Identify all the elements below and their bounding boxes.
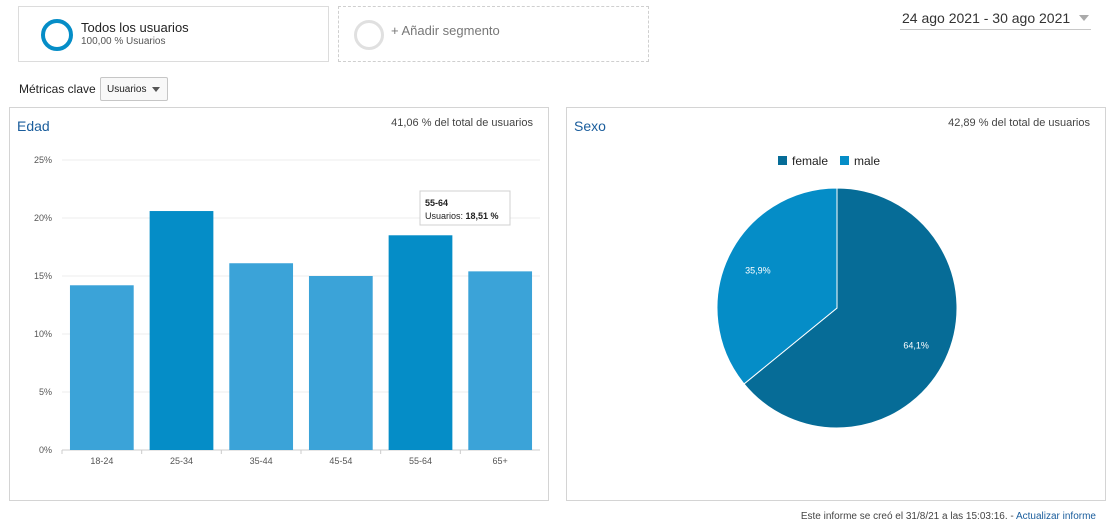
age-pct-of-total: 41,06 % del total de usuarios xyxy=(391,117,533,129)
chevron-down-icon xyxy=(1079,15,1089,21)
gender-pie-chart: female male 64,1% 35,9% xyxy=(716,154,958,429)
add-segment-button[interactable]: + Añadir segmento xyxy=(338,6,649,62)
segment-all-users[interactable]: Todos los usuarios 100,00 % Usuarios xyxy=(18,6,329,62)
y-tick-label: 5% xyxy=(39,387,52,397)
dropdown-caret-icon xyxy=(152,87,160,92)
y-tick-label: 20% xyxy=(34,213,52,223)
pie-value-label: 64,1% xyxy=(903,341,929,351)
segment-name: Todos los usuarios xyxy=(81,20,189,35)
bar-65+[interactable] xyxy=(468,271,533,450)
gender-pct-of-total: 42,89 % del total de usuarios xyxy=(948,117,1090,129)
pie-slice-male[interactable] xyxy=(716,187,838,385)
gender-panel-title[interactable]: Sexo xyxy=(574,118,606,134)
metrics-label: Métricas clave xyxy=(19,82,96,96)
tooltip-value: Usuarios: 18,51 % xyxy=(425,211,499,221)
age-panel-title[interactable]: Edad xyxy=(17,118,50,134)
report-created-text: Este informe se creó el 31/8/21 a las 15… xyxy=(800,511,1016,522)
x-tick-label: 55-64 xyxy=(409,456,432,466)
legend-label-male[interactable]: male xyxy=(854,154,880,168)
metrics-dropdown[interactable]: Usuarios xyxy=(100,77,168,101)
date-range-picker[interactable]: 24 ago 2021 - 30 ago 2021 xyxy=(900,8,1091,30)
tooltip-value-label: 18,51 % xyxy=(466,211,499,221)
bar-45-54[interactable] xyxy=(308,276,373,450)
x-tick-label: 65+ xyxy=(493,456,508,466)
segment-ring-icon xyxy=(41,19,73,51)
bar-35-44[interactable] xyxy=(229,263,294,450)
legend-swatch-female xyxy=(778,156,787,165)
y-tick-label: 10% xyxy=(34,329,52,339)
y-tick-label: 25% xyxy=(34,155,52,165)
legend-swatch-male xyxy=(840,156,849,165)
legend-label-female[interactable]: female xyxy=(792,154,828,168)
bar-55-64[interactable] xyxy=(388,235,453,450)
pie-value-label: 35,9% xyxy=(745,265,771,275)
x-tick-label: 18-24 xyxy=(90,456,113,466)
tooltip-box xyxy=(419,190,511,226)
tooltip-category: 55-64 xyxy=(425,198,448,208)
pie-slice-female[interactable] xyxy=(743,187,958,429)
y-tick-label: 15% xyxy=(34,271,52,281)
x-tick-label: 25-34 xyxy=(170,456,193,466)
age-panel: Edad 41,06 % del total de usuarios 0% 5% 1… xyxy=(9,107,549,501)
add-segment-label: + Añadir segmento xyxy=(391,23,500,38)
x-tick-label: 35-44 xyxy=(250,456,273,466)
y-tick-label: 0% xyxy=(39,445,52,455)
tooltip-metric-prefix: Usuarios: xyxy=(425,211,466,221)
gender-panel: Sexo 42,89 % del total de usuarios femal… xyxy=(566,107,1106,501)
report-footer: Este informe se creó el 31/8/21 a las 15… xyxy=(801,511,1096,522)
refresh-report-link[interactable]: Actualizar informe xyxy=(1015,511,1096,522)
bar-18-24[interactable] xyxy=(69,285,134,450)
age-bar-chart: 0% 5% 10% 15% 20% 25% 18-24 25-34 35-44 45-54 55-… xyxy=(34,155,540,466)
date-range-text: 24 ago 2021 - 30 ago 2021 xyxy=(902,10,1071,26)
x-tick-label: 45-54 xyxy=(329,456,352,466)
empty-segment-ring-icon xyxy=(354,20,384,50)
segment-subtitle: 100,00 % Usuarios xyxy=(81,36,166,47)
bar-tooltip: 55-64 Usuarios: 18,51 % xyxy=(419,190,511,226)
bar-25-34[interactable] xyxy=(149,211,214,450)
metrics-selected: Usuarios xyxy=(107,84,147,95)
